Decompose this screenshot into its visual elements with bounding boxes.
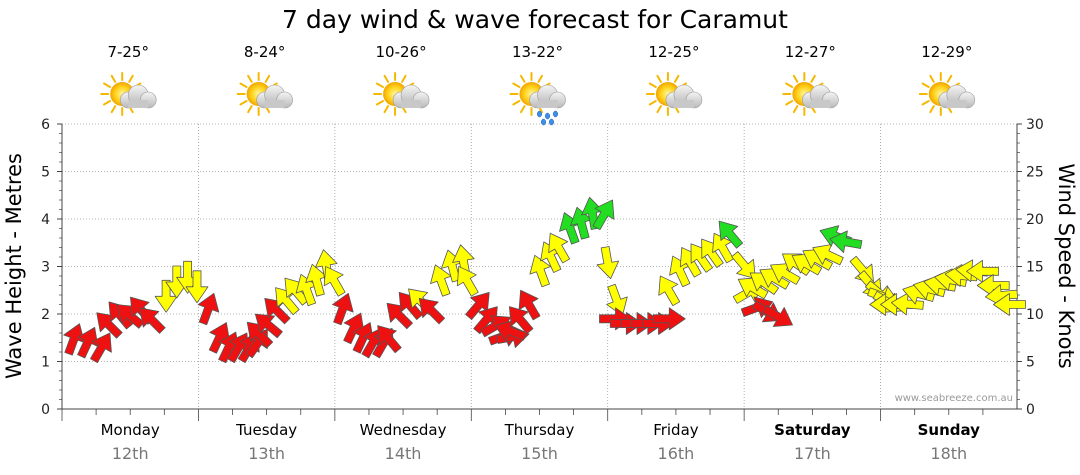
day-date: 13th [248, 444, 285, 463]
left-tick-label: 3 [41, 260, 50, 276]
right-tick-label: 25 [1026, 165, 1044, 181]
wind-arrow [966, 259, 999, 283]
wind-arrow [418, 298, 446, 325]
wind-arrow [529, 254, 551, 288]
wind-arrow [829, 230, 863, 253]
partly-cloudy-icon [645, 72, 703, 116]
day-temperature: 12-27° [785, 43, 836, 61]
wind-arrow [254, 313, 283, 339]
wind-arrow [139, 307, 166, 334]
wind-arrow [718, 220, 744, 249]
wind-arrow [592, 199, 615, 231]
day-name: Friday [653, 421, 699, 439]
wind-arrow [456, 266, 479, 297]
watermark: www.seabreeze.com.au [895, 393, 1013, 404]
left-tick-label: 2 [41, 307, 50, 323]
right-tick-label: 15 [1026, 260, 1044, 276]
right-axis-ticks: 0 5 10 15 20 25 30 [1017, 117, 1044, 418]
wind-arrow [596, 246, 620, 280]
day-date: 17th [794, 444, 831, 463]
left-axis-title: Wave Height - Metres [2, 153, 26, 379]
day-temperature: 12-25° [648, 43, 699, 61]
right-tick-label: 30 [1026, 117, 1044, 133]
wind-arrow [377, 325, 402, 354]
daily-weather-row: 7-25° 8-24° 10-26° 13-22° 12-25° 12-27° 12-29° [100, 43, 976, 126]
day-temperature: 13-22° [512, 43, 563, 61]
partly-cloudy-icon [782, 72, 839, 116]
wind-arrow [762, 305, 793, 327]
day-temperature: 8-24° [244, 43, 286, 61]
day-name: Sunday [918, 421, 981, 439]
wind-arrow [197, 292, 220, 326]
day-date: 18th [930, 444, 967, 463]
partly-cloudy-icon [236, 72, 293, 116]
day-date: 12th [112, 444, 149, 463]
wind-arrow [652, 307, 686, 331]
left-tick-label: 6 [41, 117, 50, 133]
day-name: Wednesday [360, 421, 447, 439]
day-name: Monday [101, 421, 160, 439]
wind-arrow [323, 266, 346, 297]
day-date: 14th [385, 444, 422, 463]
showers-icon [509, 72, 566, 126]
wind-arrow [993, 293, 1026, 316]
partly-cloudy-icon [373, 72, 430, 116]
wind-arrow [237, 332, 260, 364]
right-axis-title: Wind Speed - Knots [1054, 163, 1078, 368]
left-tick-label: 5 [41, 165, 50, 181]
day-axis-labels: Monday 12th Tuesday 13th Wednesday 14th Thursd… [61, 409, 984, 463]
day-date: 15th [521, 444, 558, 463]
day-name: Tuesday [235, 421, 297, 439]
right-tick-label: 10 [1026, 307, 1044, 323]
partly-cloudy-icon [100, 72, 157, 116]
wind-arrow [332, 292, 354, 326]
left-tick-label: 1 [41, 355, 50, 371]
day-name: Thursday [504, 421, 575, 439]
wind-arrow [658, 275, 681, 307]
wind-arrow [548, 232, 571, 264]
wind-arrow [712, 232, 734, 264]
left-axis-ticks: 0 1 2 3 4 5 6 [41, 117, 62, 418]
day-temperature: 7-25° [107, 43, 149, 61]
wind-arrow [77, 326, 99, 359]
right-tick-label: 20 [1026, 212, 1044, 228]
wind-arrow [731, 251, 756, 280]
wind-arrow [606, 283, 628, 317]
chart-title: 7 day wind & wave forecast for Caramut [282, 5, 788, 34]
day-temperature: 10-26° [376, 43, 427, 61]
left-tick-label: 0 [41, 402, 50, 418]
wind-arrow [508, 306, 534, 335]
wind-arrow [90, 332, 112, 364]
day-date: 16th [658, 444, 695, 463]
wind-arrow [430, 264, 452, 297]
left-tick-label: 4 [41, 212, 50, 228]
right-tick-label: 0 [1026, 402, 1035, 418]
wind-arrow [185, 270, 209, 304]
day-temperature: 12-29° [921, 43, 972, 61]
wind-arrow-series [63, 196, 1026, 364]
wind-arrow [518, 289, 541, 321]
day-name: Saturday [774, 421, 851, 439]
right-tick-label: 5 [1026, 355, 1035, 371]
partly-cloudy-icon [918, 72, 976, 116]
